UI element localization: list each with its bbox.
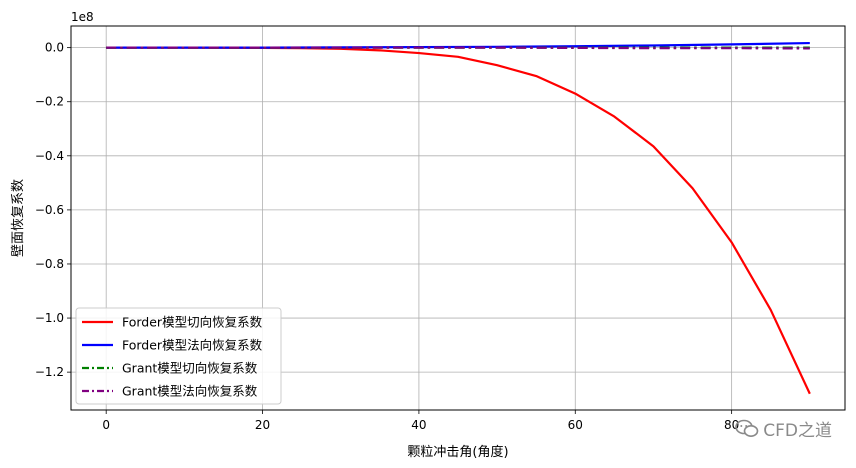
x-tick-label: 0 [102,418,110,432]
legend-label: Forder模型切向恢复系数 [122,315,263,330]
legend-label: Grant模型法向恢复系数 [122,384,258,399]
x-tick-label: 20 [255,418,270,432]
x-axis-label: 颗粒冲击角(角度) [407,444,508,460]
wechat-icon [735,419,759,437]
y-tick-label: −1.2 [35,365,64,379]
y-tick-label: −0.8 [35,257,64,271]
plot-frame [70,25,846,411]
y-tick-label: −0.2 [35,95,64,109]
legend-label: Forder模型法向恢复系数 [122,338,263,353]
y-axis-label: 壁面恢复系数 [11,179,26,257]
series-layer [106,41,811,395]
offset-text: 1e8 [71,10,94,24]
y-tick-label: −0.4 [35,149,64,163]
legend-label: Grant模型切向恢复系数 [122,361,258,376]
ticks: 0 20 40 60 80 0.0 −0.2 −0.4 −0.6 −0.8 −1.0 −1.2 [35,41,739,432]
watermark-text: CFD之道 [763,421,832,441]
legend-box [75,307,282,405]
x-tick-label: 80 [724,418,739,432]
y-tick-label: −1.0 [35,311,64,325]
y-tick-label: −0.6 [35,203,64,217]
x-tick-label: 60 [568,418,583,432]
x-tick-label: 40 [411,418,426,432]
watermark: CFD之道 [735,416,832,441]
series-line-4 [106,46,810,50]
legend: Forder模型切向恢复系数 Forder模型法向恢复系数 Grant模型切向恢复系… [75,307,282,405]
grid [71,26,845,410]
y-tick-label: 0.0 [45,41,64,55]
